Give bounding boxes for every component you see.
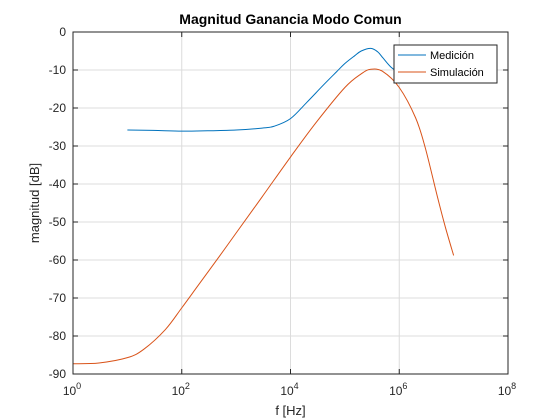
y-tick-label: -20 — [49, 101, 67, 115]
legend-entry: Simulación — [430, 67, 484, 79]
y-axis-label: magnitud [dB] — [27, 163, 42, 243]
y-tick-label: -80 — [49, 329, 67, 343]
x-tick-label: 106 — [389, 381, 407, 398]
y-tick-label: -70 — [49, 291, 67, 305]
y-tick-label: -10 — [49, 63, 67, 77]
y-tick-label: -60 — [49, 253, 67, 267]
x-tick-label: 104 — [280, 381, 298, 398]
series-layer — [73, 48, 454, 363]
chart-title: Magnitud Ganancia Modo Comun — [179, 11, 401, 27]
legend: Medición Simulación — [394, 45, 497, 83]
y-tick-label: -40 — [49, 177, 67, 191]
series-line-simulacion — [73, 69, 454, 364]
x-axis-label: f [Hz] — [275, 403, 305, 418]
y-tick-label: -30 — [49, 139, 67, 153]
x-tick-label: 108 — [498, 381, 516, 398]
series-line-medicion — [127, 48, 399, 131]
y-tick-label: -90 — [49, 367, 67, 381]
x-tick-label: 102 — [172, 381, 190, 398]
legend-entry: Medición — [430, 50, 474, 62]
y-tick-label: 0 — [59, 25, 66, 39]
x-tick-label: 100 — [63, 381, 81, 398]
y-tick-label: -50 — [49, 215, 67, 229]
